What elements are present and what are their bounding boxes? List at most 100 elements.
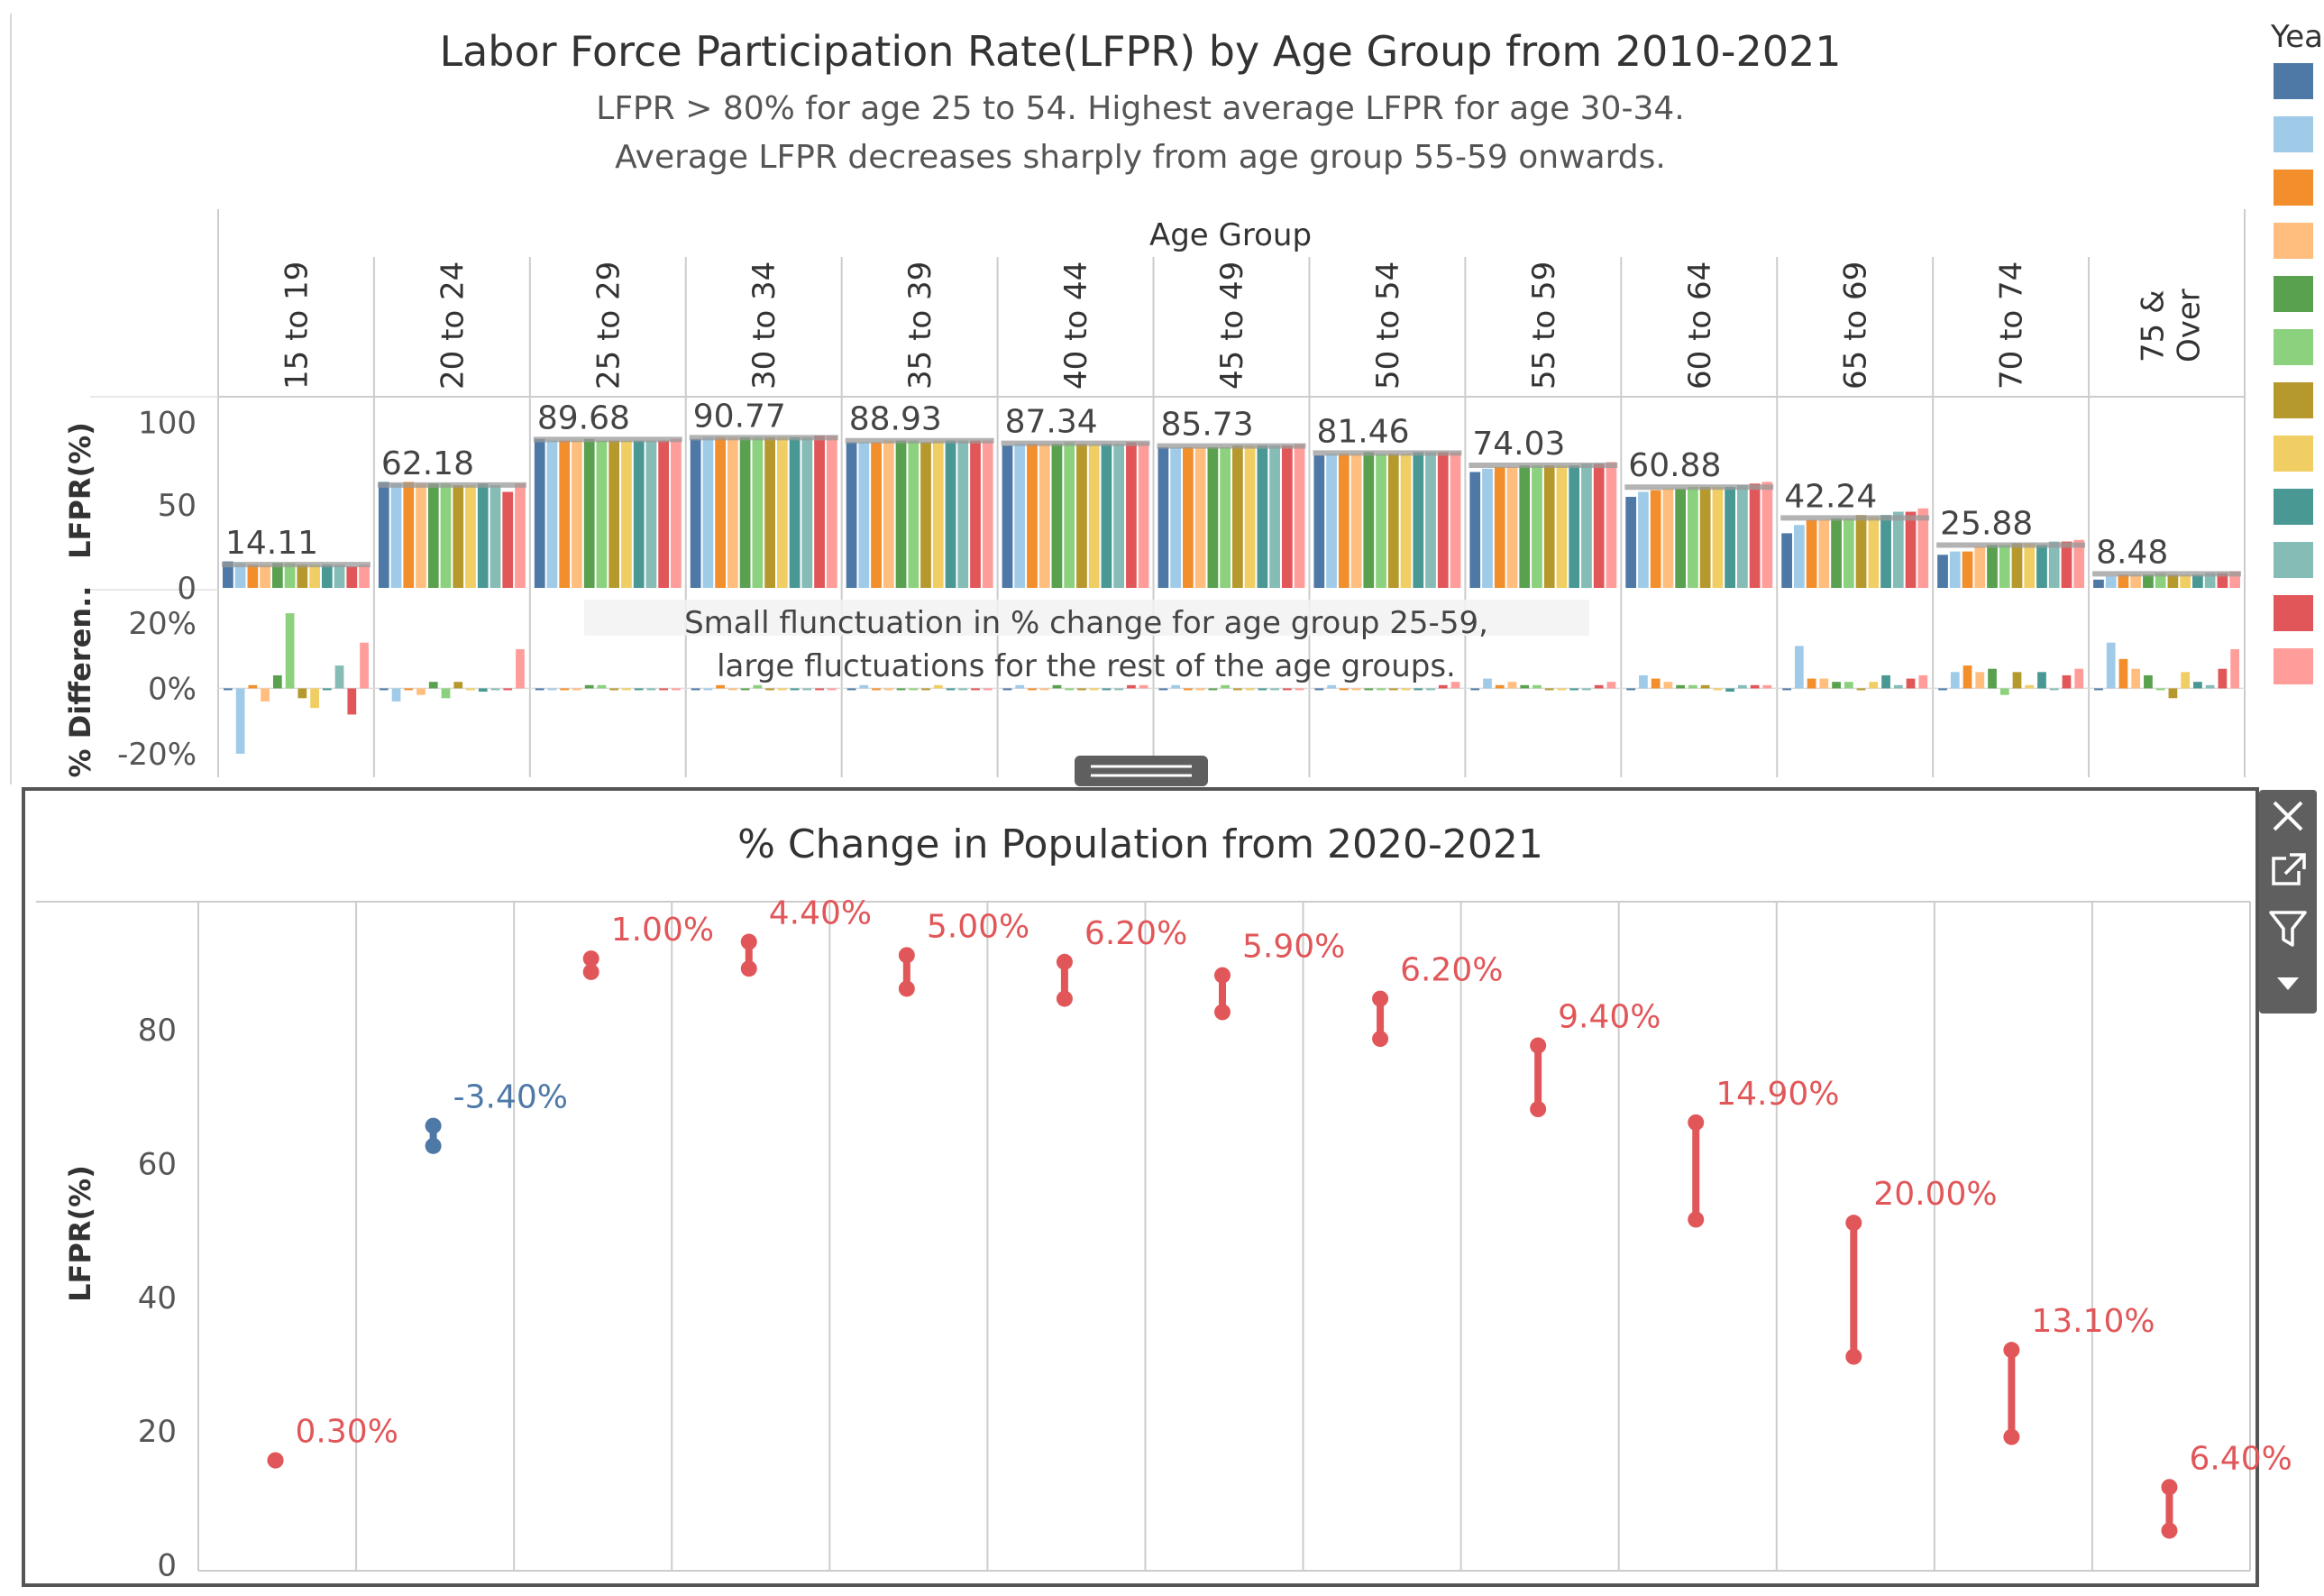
diff-bar xyxy=(1520,684,1530,689)
diff-bar xyxy=(1270,688,1279,691)
diff-bar xyxy=(1282,688,1292,691)
lfpr-bar xyxy=(297,564,308,588)
diff-bar xyxy=(1918,674,1928,689)
top-chart: Age Group 15 to 19 20 to 24 25 to 29 30 to … xyxy=(10,14,2246,784)
population-change-chart[interactable]: % Change in Population from 2020-2021 LF… xyxy=(22,787,2292,1587)
lfpr-bar xyxy=(234,563,246,588)
diff-bar xyxy=(1639,674,1648,689)
dashboard-subtitle-line-2: Average LFPR decreases sharply from age … xyxy=(615,139,1666,176)
diff-bar xyxy=(2062,674,2072,689)
dumbbell-end-point xyxy=(1214,1004,1231,1021)
diff-bar xyxy=(634,688,644,691)
diff-bar xyxy=(1856,688,1866,691)
diff-bar xyxy=(1039,688,1049,691)
category-header: 45 to 49 xyxy=(1214,261,1250,390)
diff-bar xyxy=(1676,684,1686,689)
dumbbell-label: 20.00% xyxy=(1873,1176,1997,1213)
lfpr-bar xyxy=(1064,442,1075,588)
diff-bar xyxy=(1414,688,1423,691)
lfpr-bar xyxy=(871,442,882,588)
diff-bar xyxy=(691,688,700,691)
diff-bar xyxy=(1483,678,1492,689)
average-label: 81.46 xyxy=(1316,413,1409,450)
average-label: 42.24 xyxy=(1784,478,1877,515)
category-header-label: 35 to 39 xyxy=(902,261,938,390)
lfpr-bar xyxy=(814,436,825,588)
lfpr-bar xyxy=(247,564,259,588)
lfpr-bar xyxy=(970,440,981,588)
dumbbell-label: 6.40% xyxy=(2189,1440,2292,1477)
lfpr-bar xyxy=(1338,454,1350,588)
close-icon[interactable] xyxy=(2273,801,2303,831)
lfpr-bar xyxy=(1917,508,1929,588)
diff-bar xyxy=(1725,688,1734,693)
diff-bar xyxy=(547,688,557,691)
resize-handle[interactable] xyxy=(1075,756,1208,786)
lfpr-bar xyxy=(1749,483,1761,588)
legend-swatch xyxy=(2274,329,2313,365)
average-label: 14.11 xyxy=(225,525,318,562)
diff-bar xyxy=(1881,674,1890,689)
lfpr-bar xyxy=(1244,445,1256,588)
diff-bar xyxy=(560,688,570,691)
lfpr-bar xyxy=(427,483,439,588)
year-legend[interactable]: Yea xyxy=(2270,19,2323,684)
dumbbell-start-point xyxy=(898,947,915,964)
legend-swatch xyxy=(2274,436,2313,472)
lfpr-bar xyxy=(2180,574,2191,588)
diff-bar xyxy=(740,688,750,691)
dumbbell-label: 0.30% xyxy=(296,1414,398,1451)
diff-bar xyxy=(1557,688,1567,691)
category-header-label: 70 to 74 xyxy=(1994,261,2030,390)
legend-swatch xyxy=(2274,648,2313,684)
legend-title: Yea xyxy=(2270,19,2323,55)
lfpr-bar xyxy=(1494,466,1505,588)
diff-bar xyxy=(1807,678,1816,689)
lfpr-bar xyxy=(2118,574,2129,588)
lfpr-bar xyxy=(559,440,571,588)
diff-bar xyxy=(2049,688,2059,691)
dropdown-icon[interactable] xyxy=(2277,977,2299,990)
population-marks: 0.30% -3.40% 1.00% 4.40% 5.00% 6.20% 5.90% 6.20… xyxy=(267,895,2292,1539)
diff-bar xyxy=(1052,684,1062,689)
diff-bar xyxy=(347,688,357,715)
lfpr-bar xyxy=(465,485,476,588)
lfpr-bar xyxy=(1532,465,1542,588)
average-label: 8.48 xyxy=(2096,534,2168,571)
legend-swatch xyxy=(2274,595,2313,631)
diff-bar xyxy=(1844,682,1853,689)
diff-bar xyxy=(1963,665,1972,689)
population-grid xyxy=(36,901,2251,1572)
dumbbell-label: 6.20% xyxy=(1084,915,1187,952)
diff-bar xyxy=(815,688,824,691)
lfpr-bar xyxy=(2036,545,2047,588)
lfpr-bar xyxy=(2011,543,2023,588)
filter-icon[interactable] xyxy=(2269,911,2307,947)
lfpr-bar xyxy=(1712,486,1724,588)
diff-bar xyxy=(261,688,270,702)
diff-bar xyxy=(946,688,956,691)
diff-bar xyxy=(1906,678,1916,689)
lfpr-bar xyxy=(2130,574,2142,588)
diff-bar xyxy=(1626,688,1636,691)
popout-icon[interactable] xyxy=(2272,853,2306,885)
lfpr-bar xyxy=(1450,452,1461,588)
diff-bar xyxy=(235,688,245,754)
lfpr-bar xyxy=(390,483,402,588)
diff-bar xyxy=(1102,688,1112,691)
category-header: 70 to 74 xyxy=(1994,261,2030,390)
legend-swatch xyxy=(2274,116,2313,152)
diff-bar xyxy=(466,688,475,691)
lfpr-bar xyxy=(1581,463,1592,588)
diff-bar xyxy=(1089,688,1099,691)
lfpr-bar xyxy=(1892,511,1904,588)
category-header-label: Over xyxy=(2172,289,2208,362)
diff-bar xyxy=(1713,688,1723,691)
diff-bar xyxy=(1351,688,1361,691)
diff-bar xyxy=(416,688,425,695)
lfpr-bar xyxy=(1194,446,1206,588)
population-axis: LFPR(%) 80 60 40 20 0 xyxy=(63,1013,177,1584)
diff-bar xyxy=(1158,688,1168,691)
lfpr-bar xyxy=(2155,573,2166,588)
